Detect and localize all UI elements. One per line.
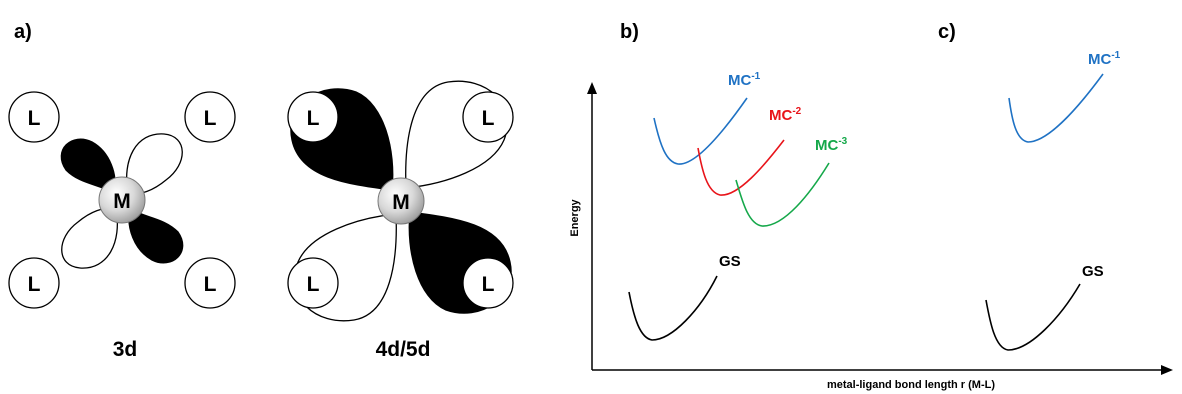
label-mc3-sup: -3 [838, 136, 847, 147]
curve-c-mc1 [1008, 73, 1104, 143]
label-mc1-base: MC [728, 72, 751, 89]
caption-4d5d: 4d/5d [376, 338, 431, 361]
label-mc2-sup: -2 [792, 106, 801, 117]
x-axis-arrow-icon [1161, 365, 1173, 375]
ligand-3d-bottom-left [8, 257, 60, 309]
label-mc2: MC-2 [769, 106, 802, 124]
lobe-3d-top-right [126, 133, 183, 195]
ligand-4d-top-right [462, 91, 514, 143]
ligand-3d-bottom-right [184, 257, 236, 309]
ligand-4d-bottom-right [462, 257, 514, 309]
curve-gs [628, 275, 718, 341]
ligand-label-3d-top-right: L [204, 107, 217, 130]
lobe-3d-bottom-right [128, 208, 184, 264]
panel-label-a: a) [14, 21, 32, 43]
label-c-mc1-sup: -1 [1111, 50, 1120, 61]
orbital-3d: M L L L L 3d [8, 91, 236, 361]
y-axis-arrow-icon [587, 82, 597, 94]
label-mc2-base: MC [769, 107, 792, 124]
ligand-label-3d-top-left: L [28, 107, 41, 130]
ligand-4d-top-left [287, 91, 339, 143]
ligand-label-4d-top-left: L [307, 107, 320, 130]
curve-mc1 [653, 97, 748, 165]
ligand-label-3d-bottom-left: L [28, 273, 41, 296]
x-axis-label: metal-ligand bond length r (M-L) [827, 379, 995, 391]
curve-c-gs [985, 283, 1081, 351]
ligand-3d-top-right [184, 91, 236, 143]
metal-label-4d5d: M [392, 191, 410, 214]
ligand-label-3d-bottom-right: L [204, 273, 217, 296]
energy-axes: Energy metal-ligand bond length r (M-L) [569, 82, 1173, 391]
label-gs: GS [719, 253, 741, 270]
label-mc1: MC-1 [728, 71, 761, 89]
lobe-3d-top-left [60, 138, 116, 194]
curve-mc2 [697, 139, 785, 196]
ligand-3d-top-left [8, 91, 60, 143]
label-mc1-sup: -1 [751, 71, 760, 82]
metal-label-3d: M [113, 190, 131, 213]
metal-atom-3d [98, 176, 146, 224]
caption-3d: 3d [113, 338, 138, 361]
label-c-mc1-base: MC [1088, 51, 1111, 68]
metal-atom-4d5d [377, 177, 425, 225]
label-c-mc1: MC-1 [1088, 50, 1121, 68]
panel-label-c: c) [938, 21, 956, 43]
label-mc3-base: MC [815, 137, 838, 154]
y-axis-label: Energy [569, 198, 581, 236]
ligand-4d-bottom-left [287, 257, 339, 309]
curve-mc3 [735, 162, 830, 227]
ligand-label-4d-bottom-left: L [307, 273, 320, 296]
ligand-label-4d-bottom-right: L [482, 273, 495, 296]
ligand-label-4d-top-right: L [482, 107, 495, 130]
orbital-4d5d: M L L L L 4d/5d [287, 80, 514, 361]
label-c-gs: GS [1082, 263, 1104, 280]
panel-label-b: b) [620, 21, 639, 43]
lobe-3d-bottom-left [61, 207, 118, 269]
label-mc3: MC-3 [815, 136, 848, 154]
